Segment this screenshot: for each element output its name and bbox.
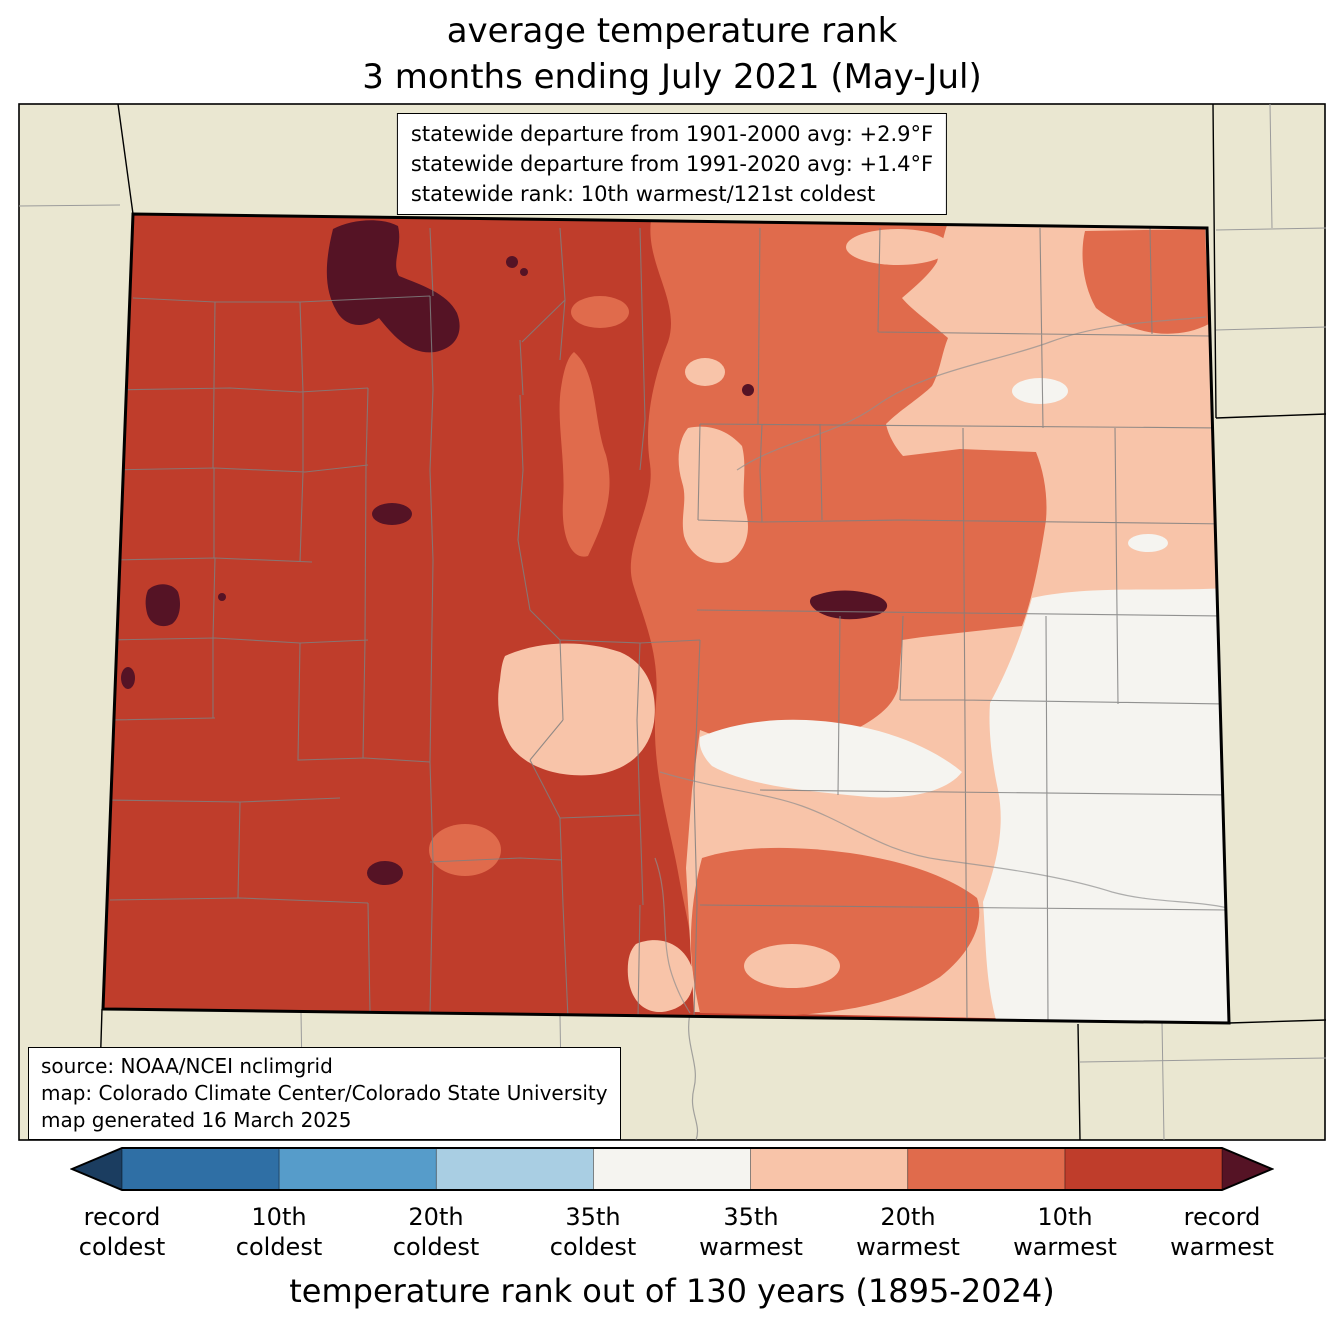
title-line-1: average temperature rank	[446, 11, 898, 51]
generated-date-line: map generated 16 March 2025	[41, 1108, 352, 1132]
peach-patches	[498, 229, 950, 1013]
colorbar-segment-near-normal	[593, 1148, 751, 1190]
colorbar-label-20th-warmest: 20th warmest	[856, 1203, 960, 1261]
colorbar	[70, 1147, 1274, 1191]
colorbar-segment-dividers	[121, 1148, 1223, 1190]
record-warmest-patches	[121, 220, 888, 885]
departure-1991-2020: statewide departure from 1991-2020 avg: …	[410, 152, 934, 176]
state-interior	[103, 214, 1229, 1023]
colorbar-label-35th-warmest: 35th warmest	[699, 1203, 803, 1261]
colorbar-arrow-record-coldest	[72, 1148, 122, 1190]
rivers	[654, 316, 1229, 1014]
colorbar-label-record-warmest: record warmest	[1170, 1203, 1274, 1261]
colorbar-segment-20th-warmest	[907, 1148, 1065, 1190]
colorbar-caption: temperature rank out of 130 years (1895-…	[289, 1272, 1055, 1310]
colorbar-label-10th-warmest: 10th warmest	[1013, 1203, 1117, 1261]
colorbar-label-10th-coldest: 10th coldest	[235, 1203, 323, 1261]
neighbor-state-borders	[97, 103, 1327, 1141]
colorbar-label-35th-coldest: 35th coldest	[549, 1203, 637, 1261]
colorbar-label-20th-coldest: 20th coldest	[392, 1203, 480, 1261]
near-normal-regions	[539, 378, 1229, 1023]
colorbar-arrow-record-warmest	[1222, 1148, 1272, 1190]
map-credit-line: map: Colorado Climate Center/Colorado St…	[41, 1081, 608, 1105]
state-border	[101, 212, 1231, 1025]
statewide-stats-box: statewide departure from 1901-2000 avg: …	[396, 113, 948, 215]
source-box: source: NOAA/NCEI nclimgrid map: Colorad…	[28, 1047, 621, 1140]
colorbar-segment-35th-warmest	[750, 1148, 908, 1190]
colorbar-segment-10th-warmest	[1064, 1148, 1222, 1190]
title-line-2: 3 months ending July 2021 (May-Jul)	[362, 57, 982, 97]
departure-1901-2000: statewide departure from 1901-2000 avg: …	[410, 122, 934, 146]
colorbar-segment-20th-coldest	[279, 1148, 437, 1190]
colorbar-segment-10th-coldest	[122, 1148, 280, 1190]
colorbar-labels: record coldest 10th coldest 20th coldest…	[0, 1202, 1344, 1266]
source-line: source: NOAA/NCEI nclimgrid	[41, 1054, 333, 1078]
colorbar-outline	[70, 1147, 1274, 1191]
county-borders	[105, 227, 1229, 1021]
statewide-rank: statewide rank: 10th warmest/121st colde…	[410, 182, 876, 206]
colorbar-label-record-coldest: record coldest	[78, 1203, 166, 1261]
colorbar-segment-35th-coldest	[436, 1148, 594, 1190]
rio-grande-river	[688, 1012, 698, 1141]
figure-title: average temperature rank 3 months ending…	[0, 8, 1344, 100]
